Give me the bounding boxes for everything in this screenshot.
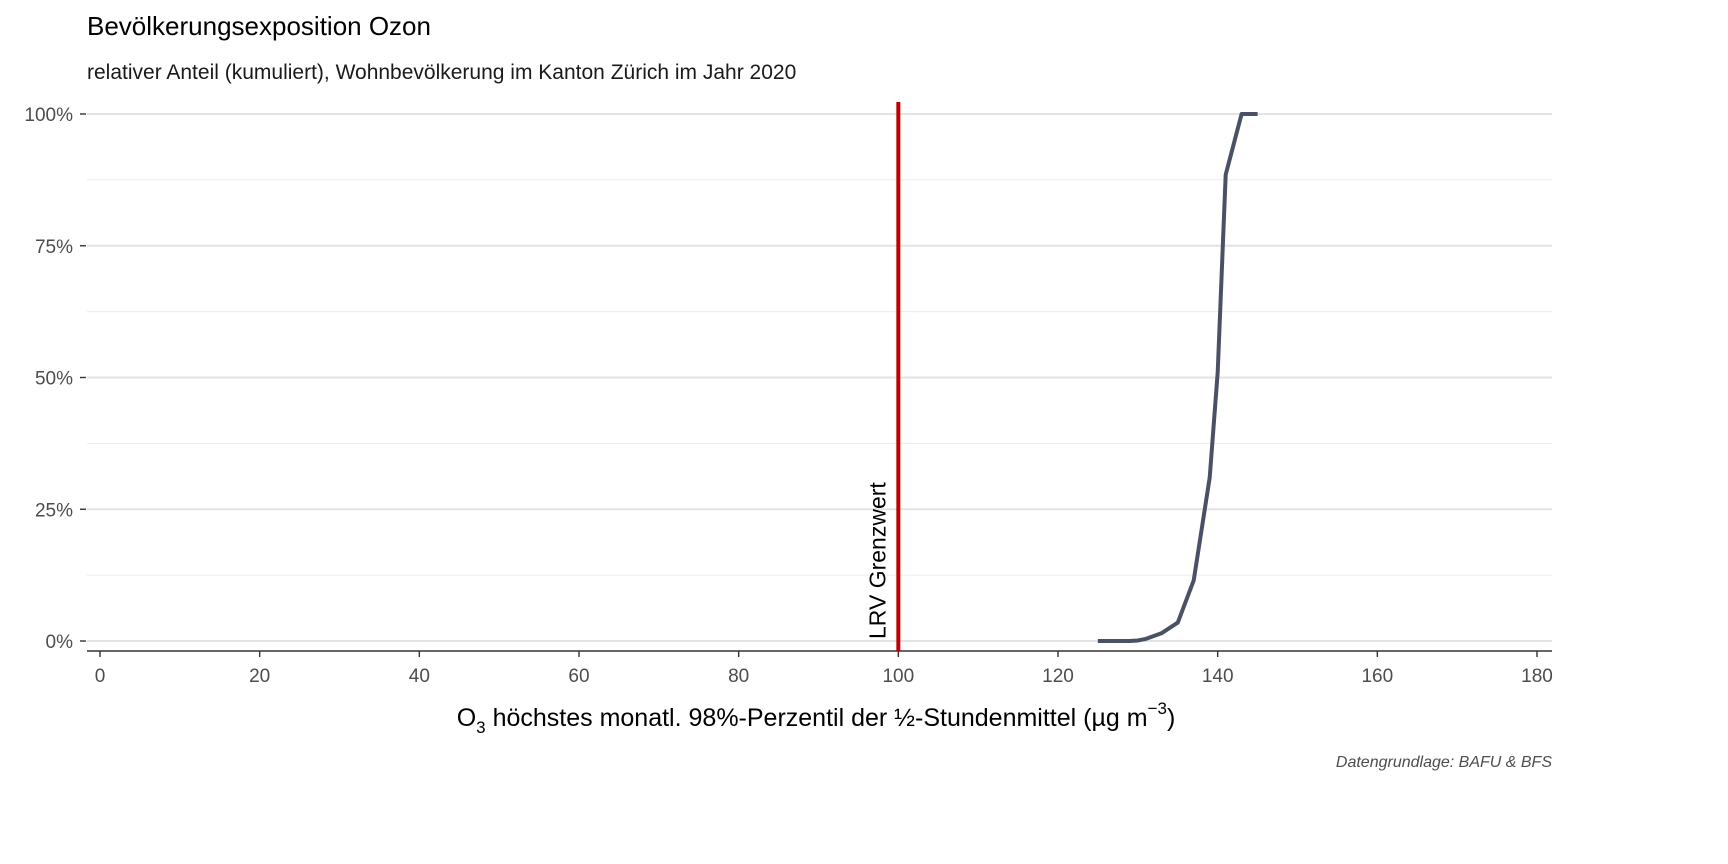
x-axis-title-subscript: 3 (476, 718, 485, 737)
chart: Bevölkerungsexposition Ozon relativer An… (24, 11, 1553, 771)
x-tick-label: 60 (568, 666, 589, 687)
x-axis-title-prefix: O (457, 704, 476, 732)
y-tick-label: 0% (46, 632, 74, 653)
x-tick-label: 180 (1521, 666, 1553, 687)
x-tick-label: 140 (1202, 666, 1234, 687)
y-tick-label: 75% (35, 237, 73, 258)
y-axis-ticks: 0% 25% 50% 75% 100% (24, 105, 86, 653)
series-points (1097, 113, 1258, 642)
chart-title: Bevölkerungsexposition Ozon (87, 11, 431, 41)
x-axis-title-main: höchstes monatl. 98%-Perzentil der ½-Stu… (486, 704, 1148, 732)
x-axis-title-suffix: ) (1167, 704, 1175, 732)
x-tick-label: 160 (1361, 666, 1393, 687)
x-axis-ticks: 0 20 40 60 80 100 120 140 160 180 (95, 651, 1553, 687)
x-axis-title-superscript: −3 (1148, 699, 1167, 718)
x-tick-label: 80 (728, 666, 749, 687)
x-tick-label: 100 (882, 666, 914, 687)
x-tick-label: 40 (409, 666, 430, 687)
y-tick-label: 25% (35, 500, 73, 521)
caption: Datengrundlage: BAFU & BFS (1336, 754, 1552, 771)
x-tick-label: 120 (1042, 666, 1074, 687)
chart-subtitle: relativer Anteil (kumuliert), Wohnbevölk… (87, 61, 796, 84)
x-tick-label: 20 (249, 666, 270, 687)
x-axis-title: O3 höchstes monatl. 98%-Perzentil der ½-… (457, 699, 1176, 737)
y-tick-label: 50% (35, 369, 73, 390)
grid-minor (87, 179, 1552, 576)
x-tick-label: 0 (95, 666, 106, 687)
y-tick-label: 100% (24, 105, 73, 126)
limit-value-label: LRV Grenzwert (864, 482, 890, 639)
grid-major (87, 113, 1552, 642)
